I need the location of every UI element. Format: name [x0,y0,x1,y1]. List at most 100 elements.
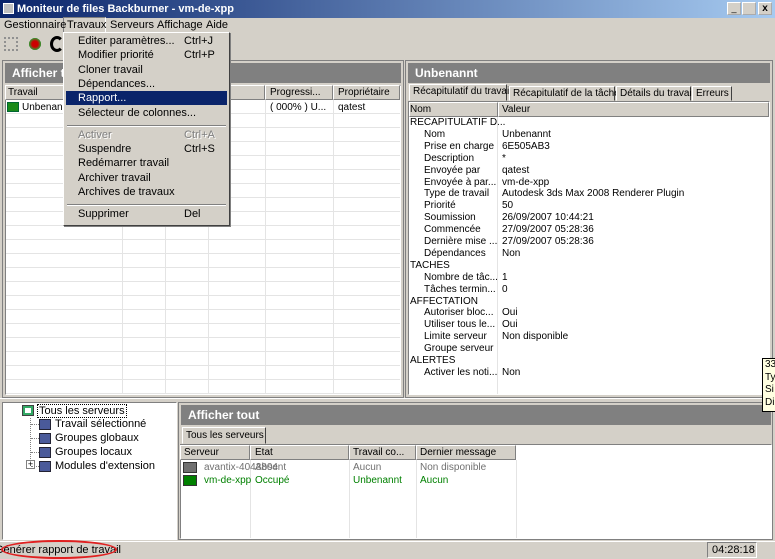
cell[interactable]: Aucun [353,462,382,473]
minimize-button[interactable]: _ [727,2,741,15]
column-header[interactable] [333,85,400,100]
property-value[interactable]: 27/09/2007 05:28:36 [502,236,594,247]
property-name[interactable]: Autoriser bloc... [424,307,494,319]
cell[interactable]: vm-de-xpp [204,475,252,486]
dropdown-item[interactable]: Supprimer [78,208,129,221]
cell[interactable]: qatest [338,102,366,113]
tooltip [762,358,775,412]
property-value[interactable]: * [502,152,506,164]
column-divider [250,460,251,538]
column-header[interactable] [180,445,250,460]
property-value[interactable]: 27/09/2007 05:28:36 [502,224,594,236]
property-value[interactable]: Oui [502,307,518,319]
column-header[interactable] [349,445,416,460]
property-name[interactable]: Dépendances [424,247,486,259]
dropdown-item[interactable]: Sélecteur de colonnes... [78,106,197,119]
property-name[interactable]: Nombre de tâc... [424,271,498,283]
menu-item[interactable]: Gestionnaire [4,19,67,31]
column-header[interactable] [409,102,498,117]
property-value[interactable]: 6E505AB3 [502,140,550,152]
panel-header [181,405,771,425]
property-name[interactable]: Soumission [424,212,476,224]
panel-title: Unbenannt [415,66,478,80]
maximize-button[interactable] [742,2,756,15]
column-label: Propriétaire [338,87,390,98]
shortcut: Del [184,208,201,221]
cell[interactable]: Non disponible [420,462,487,473]
dropdown-item[interactable]: Dépendances... [78,77,156,90]
property-value[interactable]: 1 [502,271,508,283]
property-name[interactable]: Limite serveur [424,331,487,343]
column-header[interactable] [498,102,769,117]
property-name[interactable]: Envoyée à par... [424,176,497,188]
property-value[interactable]: Autodesk 3ds Max 2008 Renderer Plugin [502,188,685,200]
property-name[interactable]: Prise en charge [424,140,495,152]
property-name[interactable]: Tâches termin... [424,283,496,295]
property-name[interactable]: Description [424,152,475,164]
expand-box[interactable]: + [26,459,35,469]
dropdown-item[interactable]: Redémarrer travail [78,157,170,170]
property-value[interactable]: qatest [502,164,530,176]
menu-item[interactable]: Serveurs [110,19,155,31]
menu-item[interactable]: Aide [206,19,229,31]
property-name[interactable]: Type de travail [424,188,490,200]
tab[interactable]: Détails du travail [616,86,694,101]
property-value[interactable]: Oui [502,319,518,331]
cell[interactable]: Occupé [255,475,290,486]
tree-item[interactable]: Travail sélectionné [55,418,147,430]
property-value[interactable]: 26/09/2007 10:44:21 [502,212,594,224]
dropdown-item[interactable]: Archiver travail [78,171,151,184]
tab[interactable]: Récapitulatif du travail [409,84,511,101]
property-value[interactable]: 50 [502,200,514,212]
property-value[interactable]: 0 [502,283,508,295]
tree-item[interactable]: Groupes globaux [55,432,139,444]
tree-item[interactable]: Groupes locaux [55,446,133,458]
cell[interactable]: Absent [255,462,287,473]
property-name[interactable]: Utiliser tous le... [424,319,496,331]
property-name[interactable]: Activer les noti... [424,366,498,378]
tab[interactable]: Récapitulatif de la tâche [509,86,620,101]
property-value[interactable]: Non [502,366,521,378]
property-name[interactable]: Nom [424,128,446,140]
tab[interactable]: Tous les serveurs [182,427,266,444]
toolbar-icon[interactable] [4,37,18,51]
close-button[interactable]: x [758,2,772,15]
property-name[interactable]: Envoyée par [424,164,481,176]
menu-item[interactable]: Travaux [67,19,107,31]
highlight-ellipse [1,540,117,559]
details-panel [405,60,773,398]
dropdown-item[interactable]: Suspendre [78,143,132,156]
cell[interactable]: Unbenann [22,102,69,113]
cell[interactable]: avantix-4043804 [204,462,278,473]
panel-title: Afficher tout [188,408,260,422]
property-value[interactable]: Unbenannt [502,128,551,140]
property-name[interactable]: Dernière mise ... [424,236,498,247]
dropdown-item[interactable]: Editer paramètres... [78,35,175,47]
tree-item[interactable]: Modules d'extension [55,460,155,472]
column-header[interactable] [250,445,349,460]
tab[interactable]: Erreurs [692,86,732,101]
dropdown-item[interactable]: Cloner travail [78,63,143,76]
servers-panel [178,402,773,540]
property-value[interactable]: vm-de-xpp [502,176,550,188]
property-name[interactable]: Priorité [424,200,456,212]
dropdown-item[interactable]: Rapport... [78,92,127,105]
tree-root[interactable]: Tous les serveurs [37,404,127,418]
server-tree [2,402,177,540]
tree-line [30,418,31,461]
property-value[interactable]: Non [502,247,521,259]
menu-item[interactable]: Affichage [157,19,203,31]
toolbar-icon[interactable] [28,37,42,51]
property-name[interactable]: Commencée [424,224,481,236]
cell[interactable]: ( 000% ) U... [270,102,327,113]
dropdown-item[interactable]: Archives de travaux [78,186,175,198]
column-header[interactable] [265,85,333,100]
column-header[interactable] [416,445,516,460]
cell[interactable]: Aucun [420,475,449,486]
property-name[interactable]: Groupe serveur [424,343,494,355]
cell[interactable]: Unbenannt [353,475,402,486]
property-value[interactable]: Non disponible [502,331,569,343]
dropdown-item[interactable]: Modifier priorité [78,49,154,62]
splitter[interactable] [0,398,775,401]
toolbar-icon[interactable] [50,36,64,52]
